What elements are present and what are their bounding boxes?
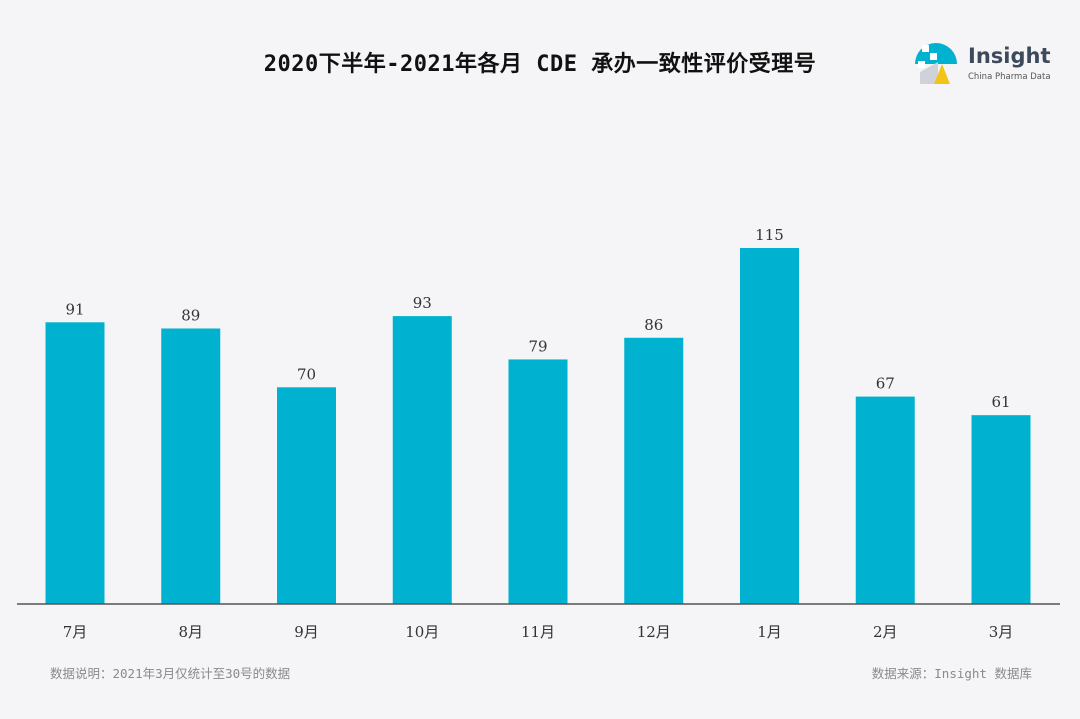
x-tick-label-8: 2月	[873, 623, 898, 641]
x-tick-label-3: 9月	[294, 623, 319, 641]
logo-subtitle: China Pharma Data	[968, 72, 1051, 82]
x-tick-label-5: 11月	[521, 623, 555, 641]
bar-2	[161, 328, 221, 604]
data-note: 数据说明：2021年3月仅统计至30号的数据	[50, 666, 291, 681]
logo-name: Insight	[968, 44, 1051, 68]
x-tick-label-9: 3月	[989, 623, 1014, 641]
bar-8	[855, 396, 915, 604]
value-label-7: 115	[755, 226, 784, 244]
insight-logo-icon	[915, 43, 957, 86]
value-label-4: 93	[413, 294, 432, 312]
x-tick-label-1: 7月	[63, 623, 88, 641]
value-label-8: 67	[876, 375, 895, 393]
bar-4	[392, 316, 452, 604]
x-tick-label-7: 1月	[757, 623, 782, 641]
bar-9	[971, 415, 1031, 604]
value-label-2: 89	[181, 306, 200, 324]
value-label-9: 61	[991, 393, 1010, 411]
x-tick-label-6: 12月	[637, 623, 671, 641]
bar-6	[624, 337, 684, 604]
data-source: 数据来源：Insight 数据库	[871, 666, 1032, 681]
insight-logo: Insight China Pharma Data	[912, 40, 1062, 90]
value-label-3: 70	[297, 365, 316, 383]
x-tick-label-2: 8月	[178, 623, 203, 641]
bar-5	[508, 359, 568, 604]
chart-title: 2020下半年-2021年各月 CDE 承办一致性评价受理号	[263, 52, 817, 77]
x-tick-label-4: 10月	[405, 623, 439, 641]
bar-3	[277, 387, 336, 604]
value-label-1: 91	[65, 300, 84, 318]
value-label-5: 79	[528, 337, 547, 355]
value-label-6: 86	[644, 316, 663, 334]
bar-7	[740, 248, 799, 604]
bar-1	[45, 322, 105, 604]
